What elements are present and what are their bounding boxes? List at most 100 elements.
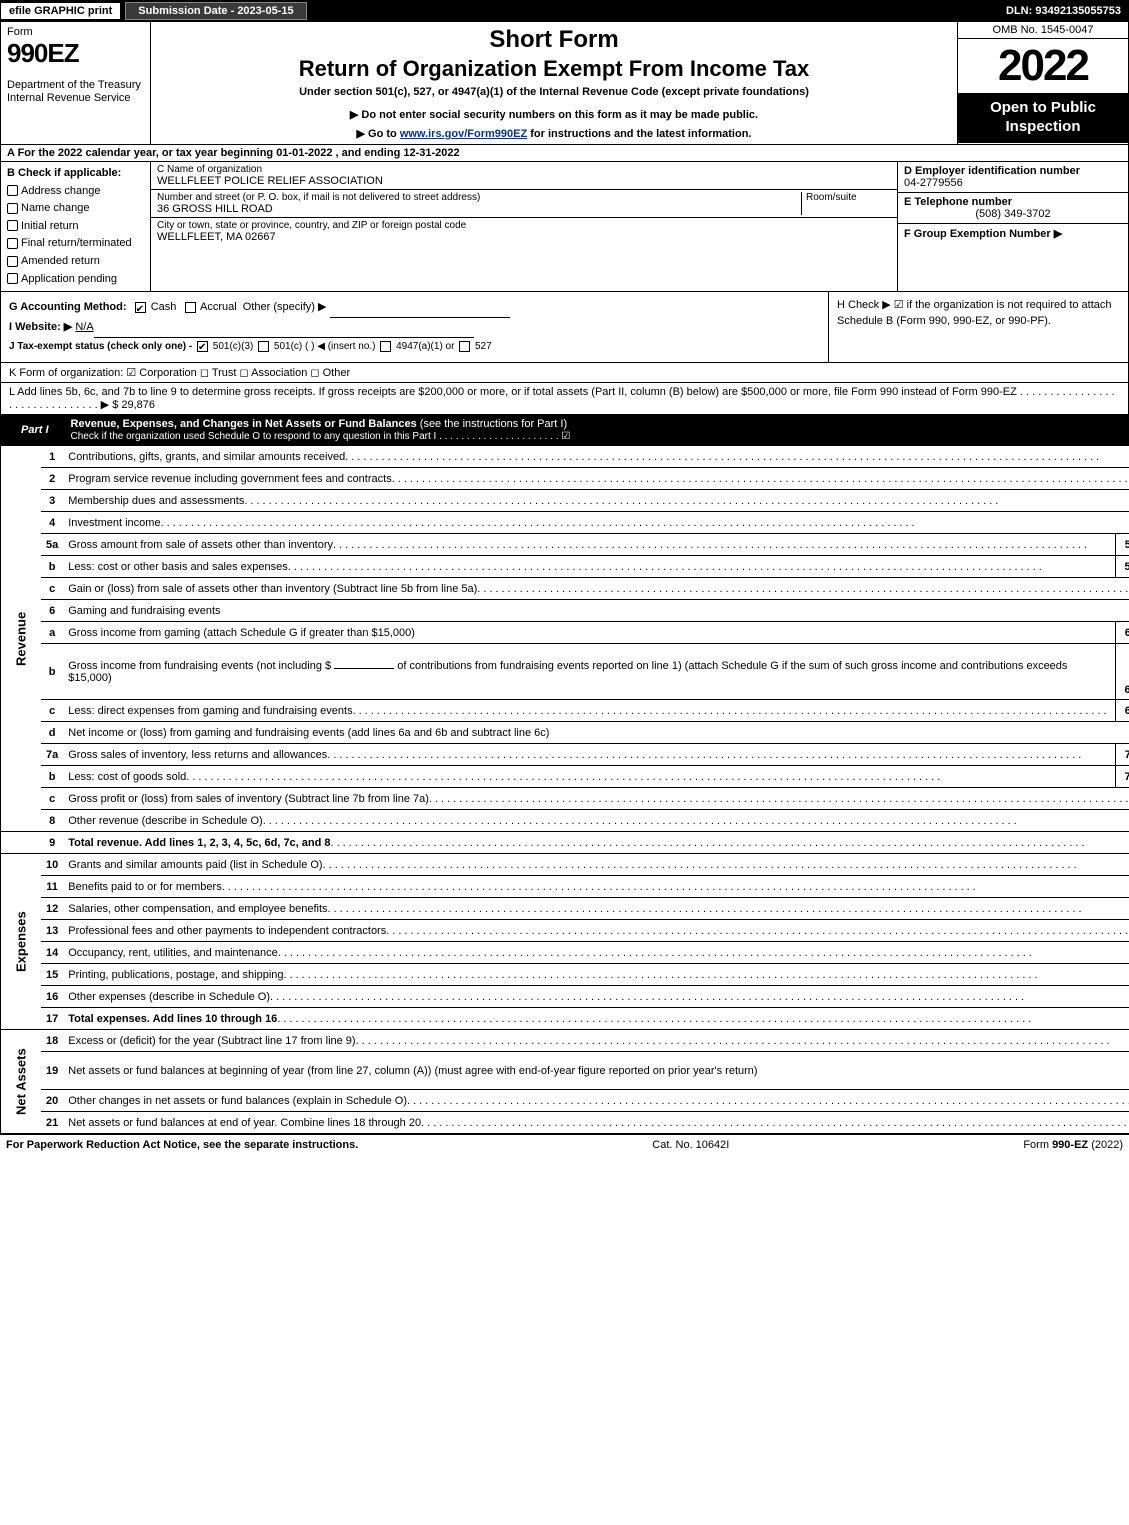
chk-initial-return[interactable]: Initial return xyxy=(7,218,144,236)
row-i: I Website: ▶ N/A xyxy=(9,318,820,338)
row-k: K Form of organization: ☑ Corporation ◻ … xyxy=(0,363,1129,383)
department-label: Department of the Treasury Internal Reve… xyxy=(7,79,144,105)
table-row: Net Assets 18 Excess or (deficit) for th… xyxy=(1,1030,1129,1052)
table-row: 2 Program service revenue including gove… xyxy=(1,468,1129,490)
header-right: OMB No. 1545-0047 2022 Open to Public In… xyxy=(958,22,1128,144)
part1-title: Revenue, Expenses, and Changes in Net As… xyxy=(63,415,1128,445)
col-b-header: B Check if applicable: xyxy=(7,165,144,183)
website-value: N/A xyxy=(75,321,93,333)
irs-link[interactable]: www.irs.gov/Form990EZ xyxy=(400,128,527,140)
table-row: 7a Gross sales of inventory, less return… xyxy=(1,744,1129,766)
chk-address-change[interactable]: Address change xyxy=(7,183,144,201)
form-number: 990EZ xyxy=(7,38,144,69)
ghij-block: G Accounting Method: Cash Accrual Other … xyxy=(0,292,1129,363)
table-row: b Less: cost or other basis and sales ex… xyxy=(1,556,1129,578)
table-row: 19 Net assets or fund balances at beginn… xyxy=(1,1052,1129,1090)
org-name-value: WELLFLEET POLICE RELIEF ASSOCIATION xyxy=(157,175,891,187)
table-row: 14 Occupancy, rent, utilities, and maint… xyxy=(1,942,1129,964)
form-word: Form xyxy=(7,26,144,38)
chk-accrual[interactable] xyxy=(185,302,196,313)
chk-501c[interactable] xyxy=(258,341,269,352)
table-row: 11 Benefits paid to or for members 11 xyxy=(1,876,1129,898)
chk-cash[interactable] xyxy=(135,302,146,313)
table-row: 20 Other changes in net assets or fund b… xyxy=(1,1090,1129,1112)
footer-right: Form 990-EZ (2022) xyxy=(1023,1139,1123,1151)
chk-501c3[interactable] xyxy=(197,341,208,352)
short-form-title: Short Form xyxy=(159,26,949,54)
omb-number: OMB No. 1545-0047 xyxy=(958,22,1128,39)
row-g: G Accounting Method: Cash Accrual Other … xyxy=(9,298,820,318)
header-left: Form 990EZ Department of the Treasury In… xyxy=(1,22,151,144)
header-center: Short Form Return of Organization Exempt… xyxy=(151,22,958,144)
chk-application-pending[interactable]: Application pending xyxy=(7,271,144,289)
part1-table: Revenue 1 Contributions, gifts, grants, … xyxy=(0,446,1129,1135)
chk-527[interactable] xyxy=(459,341,470,352)
table-row: 4 Investment income 4 10 xyxy=(1,512,1129,534)
chk-amended-return[interactable]: Amended return xyxy=(7,253,144,271)
ein-value: 04-2779556 xyxy=(904,177,963,189)
city-value: WELLFLEET, MA 02667 xyxy=(157,231,891,243)
street-label: Number and street (or P. O. box, if mail… xyxy=(157,192,801,203)
do-not-enter-text: ▶ Do not enter social security numbers o… xyxy=(159,108,949,121)
table-row: c Gross profit or (loss) from sales of i… xyxy=(1,788,1129,810)
under-section-text: Under section 501(c), 527, or 4947(a)(1)… xyxy=(159,86,949,98)
goto-post: for instructions and the latest informat… xyxy=(527,128,751,140)
table-row: b Gross income from fundraising events (… xyxy=(1,644,1129,700)
tel-value: (508) 349-3702 xyxy=(904,208,1122,220)
city-label: City or town, state or province, country… xyxy=(157,220,891,231)
table-row: 17 Total expenses. Add lines 10 through … xyxy=(1,1008,1129,1030)
efile-print-button[interactable]: efile GRAPHIC print xyxy=(0,2,121,20)
ghi-left: G Accounting Method: Cash Accrual Other … xyxy=(1,292,828,362)
table-row: 3 Membership dues and assessments 3 xyxy=(1,490,1129,512)
goto-text: ▶ Go to www.irs.gov/Form990EZ for instru… xyxy=(159,127,949,140)
footer-catno: Cat. No. 10642I xyxy=(358,1139,1023,1151)
table-row: 6 Gaming and fundraising events xyxy=(1,600,1129,622)
open-to-public-badge: Open to Public Inspection xyxy=(958,93,1128,143)
chk-final-return[interactable]: Final return/terminated xyxy=(7,235,144,253)
page-footer: For Paperwork Reduction Act Notice, see … xyxy=(0,1134,1129,1155)
table-row: c Less: direct expenses from gaming and … xyxy=(1,700,1129,722)
street-value: 36 GROSS HILL ROAD xyxy=(157,203,801,215)
submission-date-badge: Submission Date - 2023-05-15 xyxy=(125,2,306,20)
row-j: J Tax-exempt status (check only one) - 5… xyxy=(9,338,820,356)
expenses-side-label: Expenses xyxy=(1,854,42,1030)
col-d-ids: D Employer identification number 04-2779… xyxy=(898,162,1128,291)
table-row: 12 Salaries, other compensation, and emp… xyxy=(1,898,1129,920)
room-label: Room/suite xyxy=(806,192,891,203)
col-b-checkboxes: B Check if applicable: Address change Na… xyxy=(1,162,151,291)
row-l: L Add lines 5b, 6c, and 7b to line 9 to … xyxy=(0,383,1129,415)
goto-pre: ▶ Go to xyxy=(357,128,400,140)
table-row: 5a Gross amount from sale of assets othe… xyxy=(1,534,1129,556)
row-a-tax-year: A For the 2022 calendar year, or tax yea… xyxy=(0,145,1129,162)
table-row: d Net income or (loss) from gaming and f… xyxy=(1,722,1129,744)
table-row: 13 Professional fees and other payments … xyxy=(1,920,1129,942)
table-row: Expenses 10 Grants and similar amounts p… xyxy=(1,854,1129,876)
form-header: Form 990EZ Department of the Treasury In… xyxy=(0,22,1129,145)
footer-left: For Paperwork Reduction Act Notice, see … xyxy=(6,1139,358,1151)
row-h: H Check ▶ ☑ if the organization is not r… xyxy=(828,292,1128,362)
table-row: c Gain or (loss) from sale of assets oth… xyxy=(1,578,1129,600)
table-row: 15 Printing, publications, postage, and … xyxy=(1,964,1129,986)
group-exemption-label: F Group Exemption Number ▶ xyxy=(904,228,1062,240)
table-row: Revenue 1 Contributions, gifts, grants, … xyxy=(1,446,1129,468)
return-title: Return of Organization Exempt From Incom… xyxy=(159,56,949,82)
table-row: 16 Other expenses (describe in Schedule … xyxy=(1,986,1129,1008)
part1-tab: Part I xyxy=(5,421,64,439)
entity-block: B Check if applicable: Address change Na… xyxy=(0,162,1129,292)
table-row: a Gross income from gaming (attach Sched… xyxy=(1,622,1129,644)
table-row: b Less: cost of goods sold 7b xyxy=(1,766,1129,788)
table-row: 8 Other revenue (describe in Schedule O)… xyxy=(1,810,1129,832)
table-row: 21 Net assets or fund balances at end of… xyxy=(1,1112,1129,1134)
dln-label: DLN: 93492135055753 xyxy=(1006,5,1129,17)
ein-label: D Employer identification number xyxy=(904,165,1080,177)
org-name-label: C Name of organization xyxy=(157,164,891,175)
revenue-side-label: Revenue xyxy=(1,446,42,832)
chk-4947[interactable] xyxy=(380,341,391,352)
top-bar: efile GRAPHIC print Submission Date - 20… xyxy=(0,0,1129,22)
part1-header: Part I Revenue, Expenses, and Changes in… xyxy=(0,415,1129,446)
col-c-org: C Name of organization WELLFLEET POLICE … xyxy=(151,162,898,291)
netassets-side-label: Net Assets xyxy=(1,1030,42,1134)
chk-name-change[interactable]: Name change xyxy=(7,200,144,218)
tel-label: E Telephone number xyxy=(904,196,1012,208)
tax-year: 2022 xyxy=(958,39,1128,93)
